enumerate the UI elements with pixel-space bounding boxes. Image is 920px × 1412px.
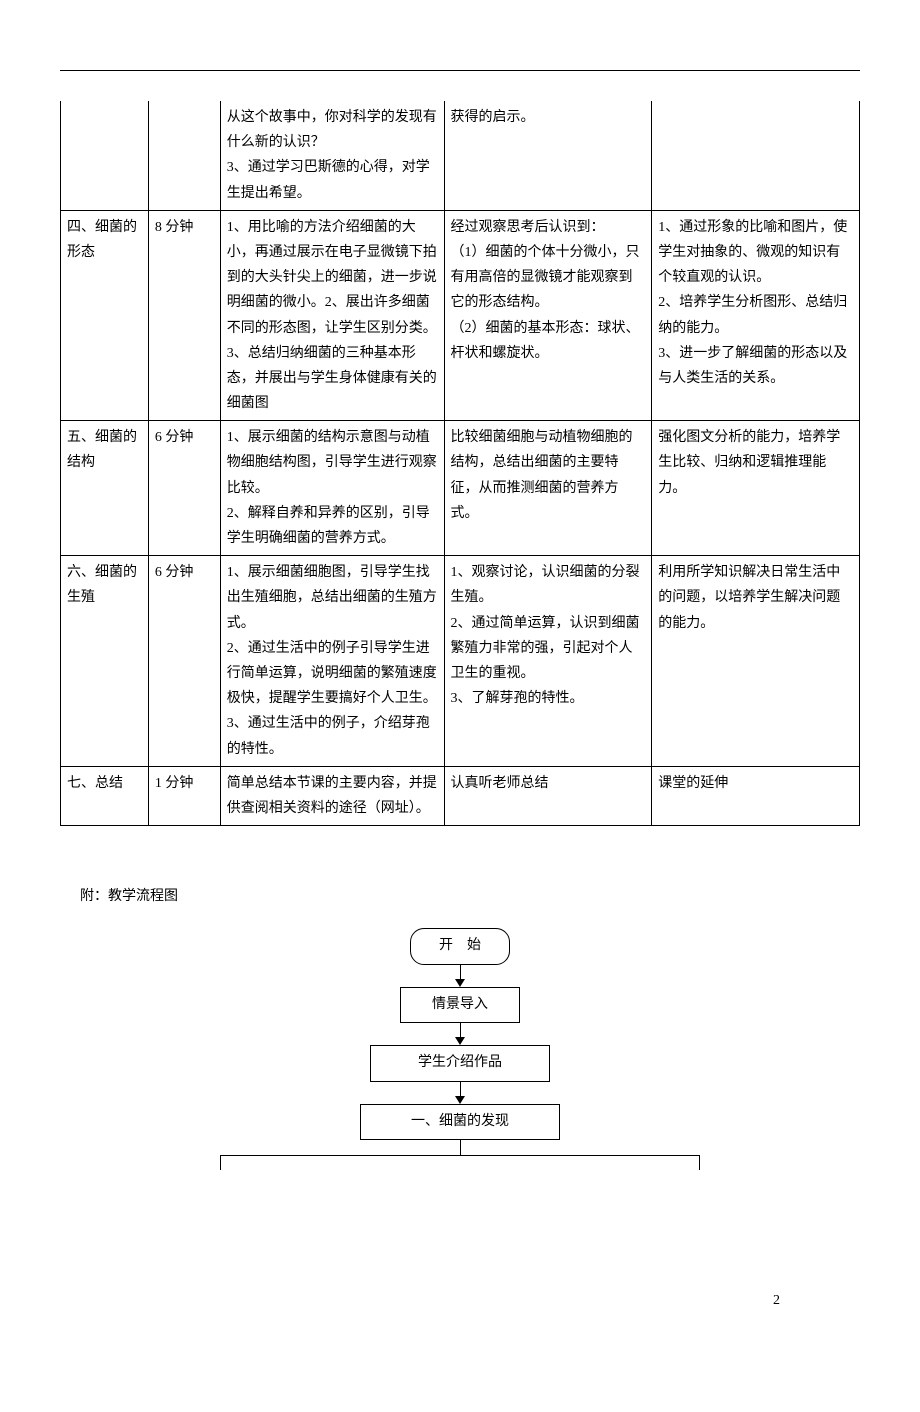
table-row: 五、细菌的结构 6 分钟 1、展示细菌的结构示意图与动植物细胞结构图，引导学生进…: [61, 421, 860, 556]
cell-time: 6 分钟: [148, 421, 220, 556]
cell-design: 强化图文分析的能力，培养学生比较、归纳和逻辑推理能力。: [652, 421, 860, 556]
cell-design: [652, 101, 860, 210]
cell-design: 利用所学知识解决日常生活中的问题，以培养学生解决问题的能力。: [652, 556, 860, 767]
cell-student: 比较细菌细胞与动植物细胞的结构，总结出细菌的主要特征，从而推测细菌的营养方式。: [444, 421, 652, 556]
cell-design: 课堂的延伸: [652, 766, 860, 825]
flowchart: 开 始 情景导入 学生介绍作品 一、细菌的发现: [60, 928, 860, 1170]
table-row: 从这个故事中，你对科学的发现有什么新的认识？ 3、通过学习巴斯德的心得，对学生提…: [61, 101, 860, 210]
cell-student: 认真听老师总结: [444, 766, 652, 825]
appendix-label: 附：教学流程图: [80, 886, 860, 908]
flow-box-student-intro: 学生介绍作品: [370, 1045, 550, 1081]
cell-section: 五、细菌的结构: [61, 421, 149, 556]
flow-arrow-icon: [455, 1023, 465, 1045]
cell-student: 获得的启示。: [444, 101, 652, 210]
cell-student: 经过观察思考后认识到： （1）细菌的个体十分微小，只有用高倍的显微镜才能观察到它…: [444, 210, 652, 421]
cell-section: 七、总结: [61, 766, 149, 825]
cell-design: 1、通过形象的比喻和图片，使学生对抽象的、微观的知识有个较直观的认识。 2、培养…: [652, 210, 860, 421]
cell-section: 四、细菌的形态: [61, 210, 149, 421]
table-row: 四、细菌的形态 8 分钟 1、用比喻的方法介绍细菌的大小，再通过展示在电子显微镜…: [61, 210, 860, 421]
page-number: 2: [773, 1290, 780, 1312]
cell-teacher: 1、展示细菌细胞图，引导学生找出生殖细胞，总结出细菌的生殖方式。 2、通过生活中…: [220, 556, 444, 767]
cell-time: 1 分钟: [148, 766, 220, 825]
flow-branch: [160, 1140, 760, 1170]
cell-time: [148, 101, 220, 210]
table-row: 七、总结 1 分钟 简单总结本节课的主要内容，并提供查阅相关资料的途径（网址）。…: [61, 766, 860, 825]
cell-time: 6 分钟: [148, 556, 220, 767]
cell-time: 8 分钟: [148, 210, 220, 421]
flow-start: 开 始: [410, 928, 510, 964]
flow-box-intro: 情景导入: [400, 987, 520, 1023]
cell-section: 六、细菌的生殖: [61, 556, 149, 767]
flow-arrow-icon: [455, 965, 465, 987]
table-row: 六、细菌的生殖 6 分钟 1、展示细菌细胞图，引导学生找出生殖细胞，总结出细菌的…: [61, 556, 860, 767]
flow-arrow-icon: [455, 1082, 465, 1104]
header-rule: [60, 70, 860, 71]
cell-teacher: 1、用比喻的方法介绍细菌的大小，再通过展示在电子显微镜下拍到的大头针尖上的细菌，…: [220, 210, 444, 421]
cell-teacher: 1、展示细菌的结构示意图与动植物细胞结构图，引导学生进行观察比较。 2、解释自养…: [220, 421, 444, 556]
lesson-plan-table: 从这个故事中，你对科学的发现有什么新的认识？ 3、通过学习巴斯德的心得，对学生提…: [60, 101, 860, 826]
flow-box-discovery: 一、细菌的发现: [360, 1104, 560, 1140]
cell-teacher: 简单总结本节课的主要内容，并提供查阅相关资料的途径（网址）。: [220, 766, 444, 825]
cell-student: 1、观察讨论，认识细菌的分裂生殖。 2、通过简单运算，认识到细菌繁殖力非常的强，…: [444, 556, 652, 767]
cell-teacher: 从这个故事中，你对科学的发现有什么新的认识？ 3、通过学习巴斯德的心得，对学生提…: [220, 101, 444, 210]
cell-section: [61, 101, 149, 210]
